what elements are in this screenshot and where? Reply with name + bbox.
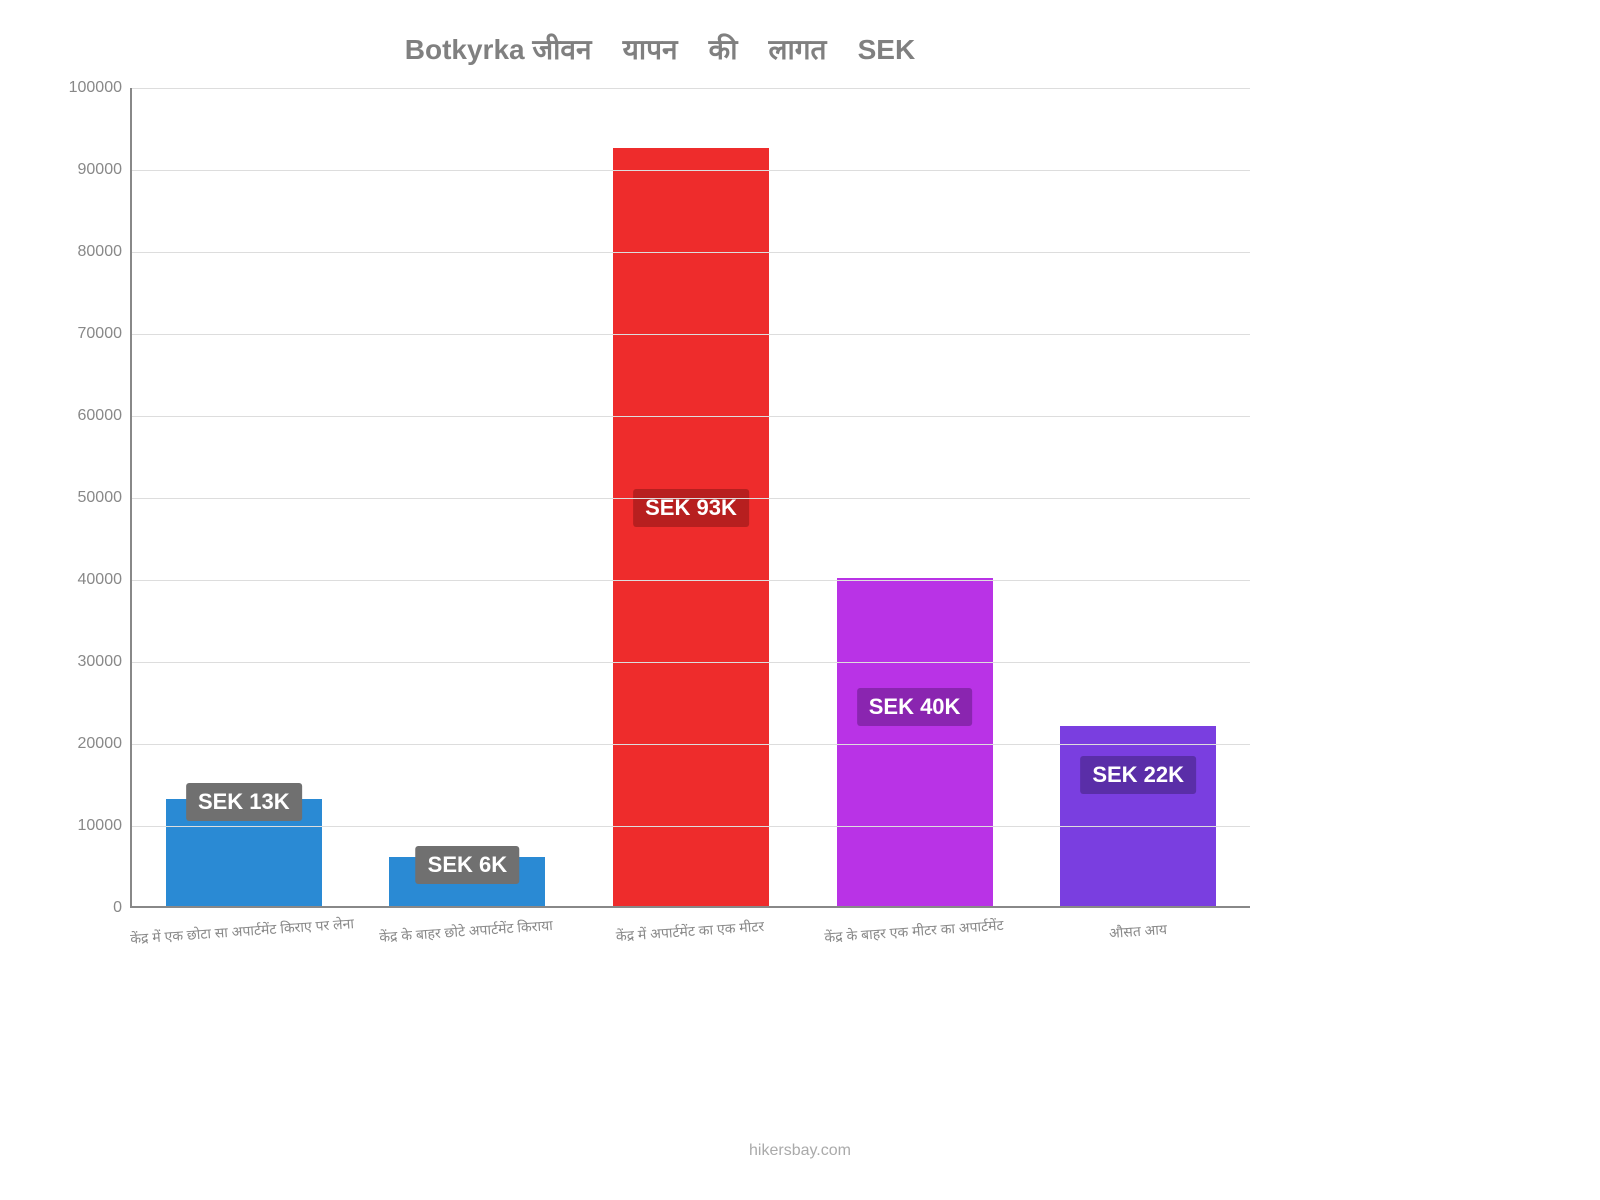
- bar-slot: SEK 93K: [579, 88, 803, 906]
- gridline: [132, 826, 1250, 827]
- x-axis-label: केंद्र के बाहर एक मीटर का अपार्टमेंट: [802, 914, 1027, 949]
- y-axis-tick: 20000: [78, 735, 133, 753]
- y-axis-tick: 50000: [78, 489, 133, 507]
- chart-plot-area: SEK 13KSEK 6KSEK 93KSEK 40KSEK 22K 01000…: [130, 88, 1250, 908]
- bar: SEK 40K: [837, 578, 993, 906]
- bar-value-label: SEK 93K: [633, 489, 749, 527]
- y-axis-tick: 100000: [69, 79, 132, 97]
- gridline: [132, 744, 1250, 745]
- gridline: [132, 416, 1250, 417]
- bar-slot: SEK 22K: [1026, 88, 1250, 906]
- x-axis-label: केंद्र में अपार्टमेंट का एक मीटर: [578, 914, 803, 949]
- y-axis-tick: 80000: [78, 243, 133, 261]
- bar: SEK 93K: [613, 148, 769, 907]
- bar-value-label: SEK 6K: [416, 846, 519, 884]
- bar-slot: SEK 40K: [803, 88, 1027, 906]
- gridline: [132, 662, 1250, 663]
- x-axis-labels: केंद्र में एक छोटा सा अपार्टमेंट किराए प…: [130, 922, 1250, 941]
- x-axis-label: केंद्र में एक छोटा सा अपार्टमेंट किराए प…: [130, 914, 355, 949]
- bar-slot: SEK 6K: [356, 88, 580, 906]
- bar-slot: SEK 13K: [132, 88, 356, 906]
- x-axis-label: औसत आय: [1026, 914, 1251, 949]
- bar: SEK 13K: [166, 799, 322, 906]
- gridline: [132, 580, 1250, 581]
- gridline: [132, 498, 1250, 499]
- x-axis-label: केंद्र के बाहर छोटे अपार्टमेंट किराया: [354, 914, 579, 949]
- attribution-text: hikersbay.com: [749, 1142, 851, 1160]
- gridline: [132, 252, 1250, 253]
- bar-value-label: SEK 22K: [1080, 756, 1196, 794]
- y-axis-tick: 30000: [78, 653, 133, 671]
- gridline: [132, 334, 1250, 335]
- y-axis-tick: 60000: [78, 407, 133, 425]
- y-axis-tick: 0: [113, 899, 132, 917]
- y-axis-tick: 10000: [78, 817, 133, 835]
- bars-group: SEK 13K SEK 6K SEK 93K SEK 40K SEK 22K: [132, 88, 1250, 906]
- chart-container: Botkyrka जीवन यापन की लागत SEK SEK 13KSE…: [60, 30, 1260, 950]
- gridline: [132, 88, 1250, 89]
- y-axis-tick: 90000: [78, 161, 133, 179]
- bar: SEK 6K: [389, 857, 545, 906]
- bar: SEK 22K: [1060, 726, 1216, 906]
- y-axis-tick: 70000: [78, 325, 133, 343]
- bar-value-label: SEK 40K: [857, 688, 973, 726]
- chart-title: Botkyrka जीवन यापन की लागत SEK: [60, 30, 1260, 68]
- bar-value-label: SEK 13K: [186, 783, 302, 821]
- y-axis-tick: 40000: [78, 571, 133, 589]
- gridline: [132, 170, 1250, 171]
